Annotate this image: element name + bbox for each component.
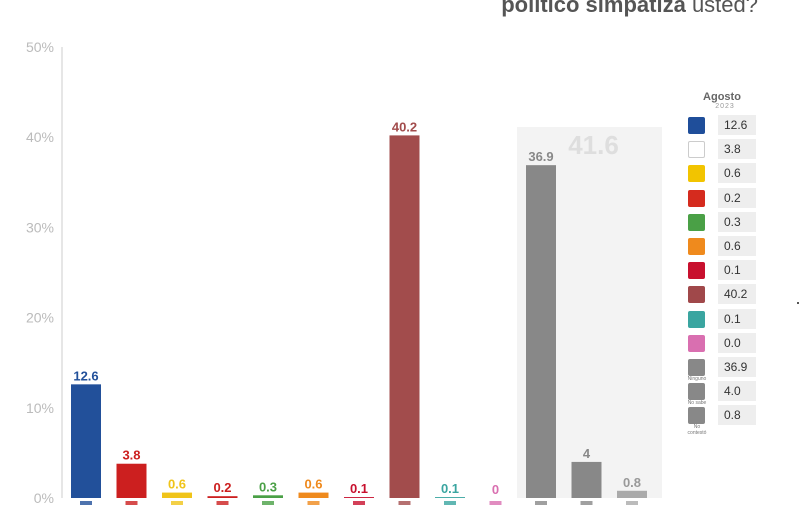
verde-logo-icon	[688, 213, 705, 231]
side-row-sublabel: No contestó	[687, 424, 707, 437]
bar-pt	[207, 496, 238, 498]
side-row: 0.1	[684, 259, 760, 281]
side-year: 2023	[715, 103, 735, 110]
side-row: Ninguno 36.9	[684, 356, 760, 382]
bar-value-label: 0.8	[623, 475, 641, 490]
y-tick-label: 50%	[26, 39, 54, 55]
x-logo-icon	[580, 501, 593, 505]
pes-logo-icon	[688, 262, 705, 280]
side-row: No sabe 4.0	[684, 380, 760, 406]
bar-value-label: 0	[492, 482, 499, 497]
side-header: Agosto	[703, 91, 741, 103]
bar-no-contestó	[617, 490, 647, 498]
no-sabe-icon	[688, 383, 705, 401]
side-row-value: 0.1	[718, 308, 756, 329]
bar-value-label: 0.6	[168, 477, 186, 492]
title-rest: usted?	[685, 0, 758, 17]
side-row-sublabel: Ninguno	[687, 376, 707, 382]
side-row-value: 0.6	[718, 163, 756, 184]
x-logo-icon	[262, 501, 274, 505]
bar-value-label: 40.2	[392, 119, 417, 134]
x-logo-icon	[307, 501, 320, 505]
side-row: 0.2	[684, 187, 760, 209]
side-row-value: 36.9	[718, 357, 756, 377]
bar-no-sabe	[571, 461, 602, 498]
pri-logo-icon	[688, 141, 705, 159]
side-row: 0.6	[684, 162, 760, 184]
side-row: 0.0	[684, 332, 760, 354]
bar-value-label: 0.2	[213, 480, 231, 495]
side-row-value: 0.6	[718, 236, 756, 256]
pt-logo-icon	[688, 189, 705, 207]
side-row: 0.6	[684, 235, 760, 257]
bar-pan	[71, 384, 101, 498]
bar-value-label: 0.6	[304, 477, 322, 492]
bar-chart: 41.6 0% 10% 20% 30% 40% 50% 12.6 3.8 0.6 0.2 0.3 0.6…	[26, 39, 662, 505]
bar-value-label: 0.1	[441, 481, 459, 496]
x-logo-icon	[535, 501, 547, 505]
group-total-label: 41.6	[568, 130, 619, 160]
bar-pri	[116, 463, 147, 498]
side-row: No contestó 0.8	[684, 404, 760, 436]
bar-rsp	[435, 497, 465, 498]
bar-value-label: 3.8	[122, 448, 140, 463]
morena-logo-icon	[688, 286, 705, 304]
rsp-logo-icon	[688, 310, 705, 328]
x-logo-icon	[216, 501, 229, 505]
x-logo-icon	[171, 501, 183, 505]
side-row-value: 0.1	[718, 260, 756, 281]
prd-logo-icon	[688, 165, 705, 183]
side-row-value: 40.2	[718, 284, 756, 305]
x-logo-icon	[489, 501, 502, 505]
bar-verde	[253, 495, 283, 498]
y-tick-label: 20%	[26, 310, 54, 326]
side-row-value: 0.3	[718, 211, 756, 232]
x-logo-icon	[125, 501, 138, 505]
side-row: 0.3	[684, 211, 760, 233]
no-contesto-icon	[688, 407, 705, 425]
ninguno-icon	[688, 359, 705, 376]
side-row-value: 0.8	[718, 405, 756, 426]
side-row-value: 12.6	[718, 115, 756, 135]
side-row-value: 4.0	[718, 381, 756, 402]
mc-logo-icon	[688, 238, 705, 255]
side-row-sublabel: No sabe	[687, 400, 707, 407]
x-logo-icon	[626, 501, 638, 505]
bar-pes	[344, 497, 374, 498]
bar-value-label: 4	[583, 446, 591, 461]
bar-value-label: 12.6	[73, 368, 98, 383]
bar-mc	[298, 492, 329, 498]
bar-value-label: 0.1	[350, 481, 368, 496]
stray-dot	[797, 302, 799, 304]
side-row: 3.8	[684, 138, 760, 160]
x-logo-icon	[444, 501, 456, 505]
bar-value-label: 0.3	[259, 479, 277, 494]
y-tick-label: 30%	[26, 219, 54, 235]
side-row: 40.2	[684, 283, 760, 305]
side-row: 12.6	[684, 114, 760, 136]
x-logo-icon	[80, 501, 92, 505]
y-tick-label: 10%	[26, 400, 54, 416]
x-logo-icon	[353, 501, 365, 505]
side-row-value: 3.8	[718, 139, 756, 160]
side-table: Agosto 2023 12.6 3.8 0.6 0.2 0.3 0.6 0.1 40.2 0.…	[684, 91, 760, 436]
fxm-logo-icon	[688, 334, 705, 352]
bar-prd	[162, 492, 192, 498]
title-bold: político simpatiza	[501, 0, 686, 17]
bar-morena	[389, 135, 420, 498]
pan-logo-icon	[688, 117, 705, 134]
bar-ninguno	[526, 165, 556, 499]
x-logo-icon	[398, 501, 411, 505]
bar-value-label: 36.9	[528, 149, 553, 164]
side-row-value: 0.0	[718, 332, 756, 353]
side-row: 0.1	[684, 308, 760, 330]
chart-title: político simpatiza usted?	[501, 0, 758, 18]
y-tick-label: 0%	[34, 490, 54, 505]
y-tick-label: 40%	[26, 129, 54, 145]
side-row-value: 0.2	[718, 187, 756, 208]
